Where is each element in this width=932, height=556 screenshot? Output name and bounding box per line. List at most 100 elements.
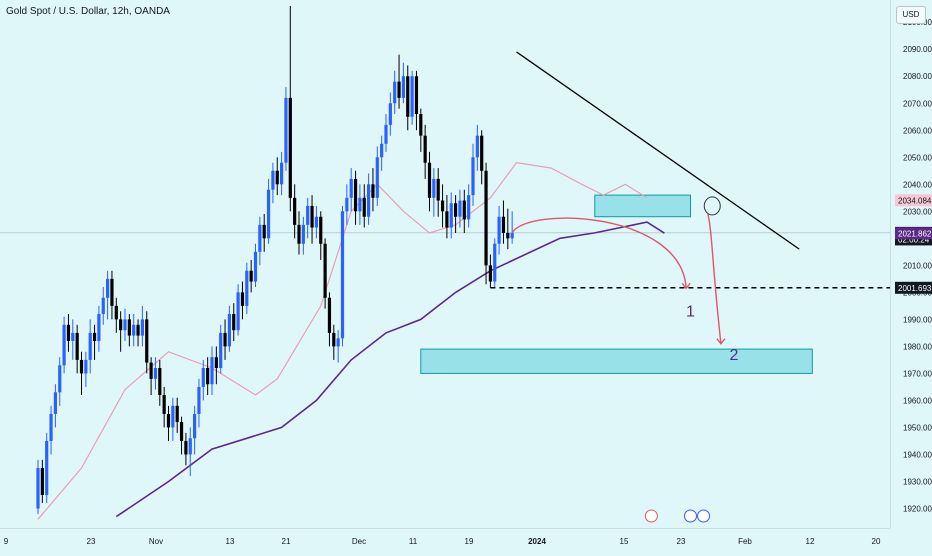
candle[interactable] [310, 195, 314, 244]
candle[interactable] [288, 6, 292, 212]
candle[interactable] [336, 330, 340, 363]
candle[interactable] [236, 284, 240, 336]
candle[interactable] [258, 216, 262, 266]
candle[interactable] [475, 124, 479, 171]
candle[interactable] [210, 346, 214, 396]
candle[interactable] [493, 238, 497, 287]
candle[interactable] [84, 351, 88, 387]
candle[interactable] [227, 305, 231, 352]
candle[interactable] [132, 313, 136, 347]
candle[interactable] [314, 205, 318, 239]
candle[interactable] [301, 216, 305, 255]
candle[interactable] [293, 184, 297, 239]
candle[interactable] [440, 184, 445, 228]
candle[interactable] [401, 62, 405, 104]
event-flag-icon[interactable] [697, 509, 711, 523]
candle[interactable] [201, 359, 205, 401]
candle[interactable] [88, 319, 92, 374]
price-scale[interactable]: 1920.000 1930.000 1940.000 1950.000 1960.000… [890, 0, 932, 528]
candle[interactable] [393, 70, 397, 115]
candle[interactable] [79, 351, 84, 396]
candle[interactable] [206, 357, 210, 396]
candle[interactable] [71, 319, 75, 360]
candle[interactable] [119, 311, 123, 352]
candlestick-chart[interactable]: 12 [0, 0, 890, 528]
candle[interactable] [454, 195, 458, 233]
currency-button[interactable]: USD [896, 6, 926, 24]
candle[interactable] [484, 162, 488, 285]
candle[interactable] [410, 70, 414, 125]
candle[interactable] [253, 243, 258, 287]
candle[interactable] [223, 319, 227, 360]
candle[interactable] [501, 200, 506, 244]
candle[interactable] [497, 205, 501, 255]
candle[interactable] [36, 459, 40, 514]
candle[interactable] [158, 359, 162, 406]
target-zone-2[interactable] [420, 348, 813, 374]
candle[interactable] [427, 151, 432, 212]
candle[interactable] [40, 459, 44, 504]
candle[interactable] [232, 303, 236, 341]
candle[interactable] [97, 305, 101, 352]
candle[interactable] [367, 173, 371, 225]
candle[interactable] [249, 259, 253, 293]
candle[interactable] [384, 114, 388, 152]
candle[interactable] [284, 87, 288, 171]
candle[interactable] [488, 254, 492, 288]
candle[interactable] [62, 316, 66, 374]
candle[interactable] [245, 262, 249, 314]
candle[interactable] [58, 357, 62, 406]
candle[interactable] [462, 189, 466, 233]
candle[interactable] [306, 197, 310, 239]
candle[interactable] [297, 211, 301, 255]
candle[interactable] [123, 308, 127, 341]
time-axis[interactable]: 9 23 Nov 13 21 Dec 11 19 2024 15 23 Feb 12 20 [0, 529, 890, 551]
candle[interactable] [506, 208, 510, 250]
candle[interactable] [449, 192, 453, 239]
candle[interactable] [327, 292, 332, 347]
price-axis[interactable]: 1920.000 1930.000 1940.000 1950.000 1960.000… [891, 0, 932, 528]
candle[interactable] [162, 386, 166, 428]
candle[interactable] [406, 65, 410, 131]
candle[interactable] [240, 281, 245, 320]
candle[interactable] [436, 168, 440, 217]
candle[interactable] [145, 311, 149, 374]
candle[interactable] [271, 162, 275, 204]
candle[interactable] [353, 170, 358, 225]
candle[interactable] [175, 397, 179, 433]
candle[interactable] [179, 416, 184, 455]
candle[interactable] [397, 54, 401, 109]
candle[interactable] [275, 157, 279, 196]
candle[interactable] [136, 319, 140, 347]
candle[interactable] [53, 384, 57, 428]
candle[interactable] [262, 214, 266, 252]
candle[interactable] [114, 297, 118, 333]
candle[interactable] [280, 151, 284, 196]
candle[interactable] [349, 168, 353, 212]
candle[interactable] [388, 92, 392, 136]
candle[interactable] [106, 270, 110, 320]
event-flash-icon[interactable] [644, 509, 658, 523]
candle[interactable] [319, 211, 323, 260]
candle[interactable] [153, 357, 158, 390]
candle[interactable] [480, 130, 484, 185]
resistance-zone[interactable] [594, 194, 691, 218]
candle[interactable] [49, 405, 53, 455]
candle[interactable] [140, 305, 144, 347]
event-flag-icon[interactable] [684, 509, 697, 523]
candle[interactable] [193, 405, 197, 455]
circle-marker[interactable] [703, 196, 721, 216]
candle[interactable] [332, 324, 336, 360]
candle[interactable] [414, 70, 419, 131]
candle[interactable] [45, 432, 49, 504]
candle[interactable] [127, 313, 131, 347]
candle[interactable] [323, 238, 327, 309]
candle[interactable] [423, 124, 427, 179]
candle[interactable] [266, 178, 271, 244]
candle[interactable] [184, 432, 188, 466]
descending-trendline[interactable] [516, 51, 800, 250]
candle[interactable] [110, 270, 114, 320]
candle[interactable] [371, 168, 375, 212]
candle[interactable] [458, 189, 462, 228]
